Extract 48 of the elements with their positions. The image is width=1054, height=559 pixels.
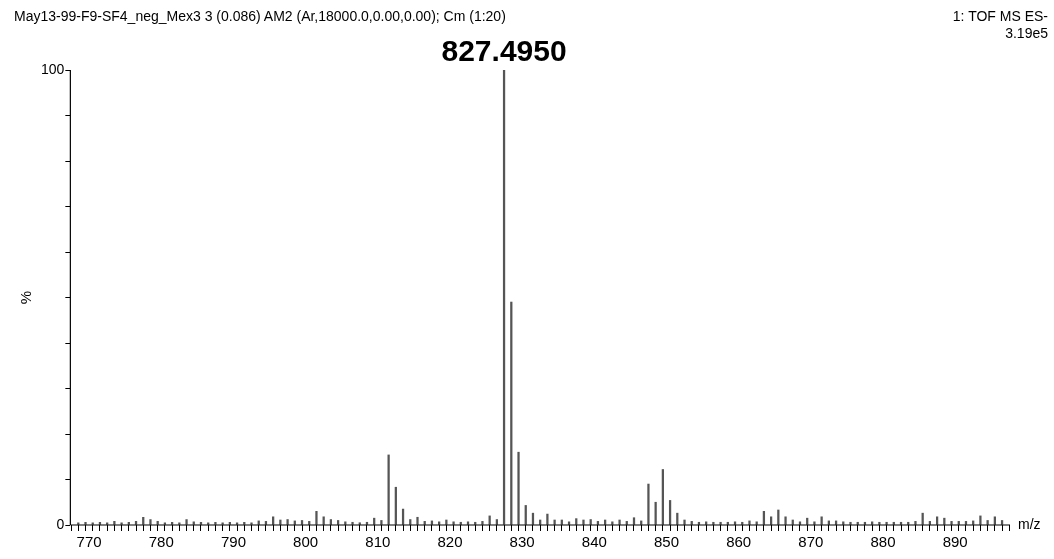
- bar: [986, 520, 989, 525]
- bar: [481, 521, 484, 525]
- bar: [113, 521, 116, 525]
- bar: [279, 519, 282, 525]
- bar: [618, 519, 621, 525]
- bar: [149, 519, 152, 525]
- x-tick-label: 830: [509, 533, 535, 551]
- x-tick-label: 770: [76, 533, 102, 551]
- bar: [748, 520, 751, 525]
- x-tick-label: 800: [293, 533, 319, 551]
- bar: [315, 511, 318, 525]
- bar: [813, 521, 816, 525]
- y-axis-title: %: [17, 290, 35, 305]
- bar: [784, 516, 787, 525]
- chart-title: May13-99-F9-SF4_neg_Mex3 3 (0.086) AM2 (Ar,18000.0,0.00,0.00); Cm (1:20): [14, 8, 506, 24]
- bar: [546, 513, 549, 525]
- y-tick-label: 0: [56, 515, 65, 532]
- x-tick-label: 850: [653, 533, 679, 551]
- x-tick-label: 890: [942, 533, 968, 551]
- bar: [517, 451, 520, 525]
- x-tick-label: 870: [798, 533, 824, 551]
- x-tick-label: 790: [220, 533, 246, 551]
- x-tick-label: 810: [365, 533, 391, 551]
- x-tick-label: 880: [870, 533, 896, 551]
- bar: [452, 521, 455, 525]
- bar: [582, 519, 585, 525]
- bar: [914, 521, 917, 525]
- bar: [380, 520, 383, 525]
- x-tick-label: 840: [581, 533, 607, 551]
- bar: [387, 454, 390, 525]
- bar: [185, 519, 188, 525]
- bar: [683, 519, 686, 525]
- bar: [647, 483, 650, 525]
- bar: [416, 516, 419, 525]
- bar: [250, 522, 253, 525]
- bar: [553, 519, 556, 525]
- x-tick-label: 780: [148, 533, 174, 551]
- bar: [950, 521, 953, 525]
- text: 3.19e5: [1004, 25, 1048, 42]
- text: 1: TOF MS ES-: [952, 8, 1048, 25]
- y-tick-label: 100: [41, 60, 65, 77]
- x-tick-label: 820: [437, 533, 463, 551]
- bar: [286, 519, 289, 525]
- bar: [979, 515, 982, 525]
- x-axis-title: m/z: [1018, 515, 1041, 532]
- annotation: 827.4950: [441, 34, 567, 68]
- x-tick-label: 860: [726, 533, 752, 551]
- bar: [120, 522, 123, 525]
